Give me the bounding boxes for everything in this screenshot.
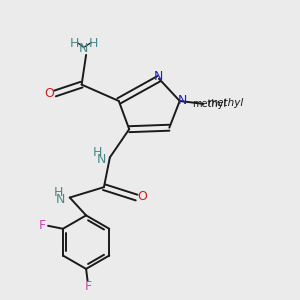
Text: F: F	[85, 280, 92, 293]
Text: O: O	[138, 190, 148, 203]
Text: N: N	[96, 153, 106, 166]
Text: methyl: methyl	[192, 99, 226, 109]
Text: N: N	[177, 94, 187, 107]
Text: H: H	[93, 146, 102, 160]
Text: H: H	[70, 37, 79, 50]
Text: N: N	[79, 42, 88, 56]
Text: H: H	[54, 186, 63, 199]
Text: N: N	[154, 70, 164, 83]
Text: methyl: methyl	[208, 98, 244, 108]
Text: H: H	[89, 37, 98, 50]
Text: N: N	[56, 193, 65, 206]
Text: F: F	[39, 219, 46, 232]
Text: O: O	[44, 87, 54, 100]
